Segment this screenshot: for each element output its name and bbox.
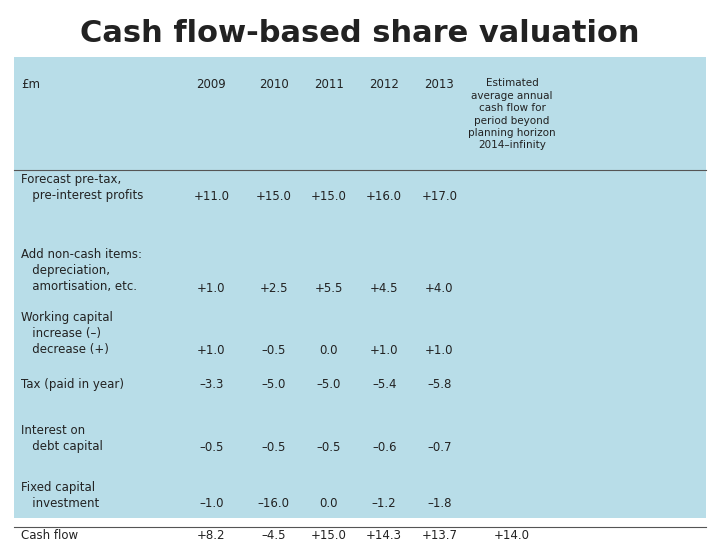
Text: +14.3: +14.3 <box>366 529 402 540</box>
Text: +4.5: +4.5 <box>370 282 398 295</box>
Text: Cash flow-based share valuation: Cash flow-based share valuation <box>80 19 640 48</box>
Text: +13.7: +13.7 <box>421 529 457 540</box>
Text: Estimated
average annual
cash flow for
period beyond
planning horizon
2014–infin: Estimated average annual cash flow for p… <box>468 78 556 150</box>
Text: –5.4: –5.4 <box>372 378 397 391</box>
Text: +4.0: +4.0 <box>426 282 454 295</box>
Text: +5.5: +5.5 <box>315 282 343 295</box>
Text: Interest on
   debt capital: Interest on debt capital <box>22 424 103 453</box>
Text: Add non-cash items:
   depreciation,
   amortisation, etc.: Add non-cash items: depreciation, amorti… <box>22 248 143 293</box>
Text: 2012: 2012 <box>369 78 399 91</box>
Text: –0.7: –0.7 <box>427 441 451 454</box>
Text: –1.0: –1.0 <box>199 497 224 510</box>
Text: –0.5: –0.5 <box>199 441 224 454</box>
Text: –0.5: –0.5 <box>261 441 286 454</box>
Text: 2010: 2010 <box>258 78 289 91</box>
Text: +2.5: +2.5 <box>259 282 288 295</box>
Text: +1.0: +1.0 <box>370 344 398 357</box>
Text: Working capital
   increase (–)
   decrease (+): Working capital increase (–) decrease (+… <box>22 310 113 355</box>
Text: +15.0: +15.0 <box>256 190 292 202</box>
Text: 0.0: 0.0 <box>320 497 338 510</box>
Text: –0.6: –0.6 <box>372 441 397 454</box>
Text: +16.0: +16.0 <box>366 190 402 202</box>
Text: +11.0: +11.0 <box>194 190 230 202</box>
Text: –16.0: –16.0 <box>258 497 289 510</box>
Text: –0.5: –0.5 <box>317 441 341 454</box>
Text: –5.8: –5.8 <box>427 378 451 391</box>
Text: –1.8: –1.8 <box>427 497 451 510</box>
Text: Cash flow: Cash flow <box>22 529 78 540</box>
Text: 2013: 2013 <box>425 78 454 91</box>
Text: 2009: 2009 <box>197 78 226 91</box>
Text: Tax (paid in year): Tax (paid in year) <box>22 378 125 391</box>
Text: Forecast pre-tax,
   pre-interest profits: Forecast pre-tax, pre-interest profits <box>22 173 144 202</box>
Text: +8.2: +8.2 <box>197 529 225 540</box>
Text: 2011: 2011 <box>314 78 344 91</box>
Text: –5.0: –5.0 <box>261 378 286 391</box>
Text: +17.0: +17.0 <box>421 190 457 202</box>
Bar <box>14 57 706 518</box>
Text: +15.0: +15.0 <box>311 529 347 540</box>
Text: +1.0: +1.0 <box>197 344 225 357</box>
Text: –3.3: –3.3 <box>199 378 224 391</box>
Text: –5.0: –5.0 <box>317 378 341 391</box>
Text: +1.0: +1.0 <box>197 282 225 295</box>
Text: £m: £m <box>22 78 40 91</box>
Text: –0.5: –0.5 <box>261 344 286 357</box>
Text: 0.0: 0.0 <box>320 344 338 357</box>
Text: –1.2: –1.2 <box>372 497 397 510</box>
Text: +14.0: +14.0 <box>494 529 530 540</box>
Text: +1.0: +1.0 <box>426 344 454 357</box>
Text: –4.5: –4.5 <box>261 529 286 540</box>
Text: Fixed capital
   investment: Fixed capital investment <box>22 481 99 510</box>
Text: +15.0: +15.0 <box>311 190 347 202</box>
